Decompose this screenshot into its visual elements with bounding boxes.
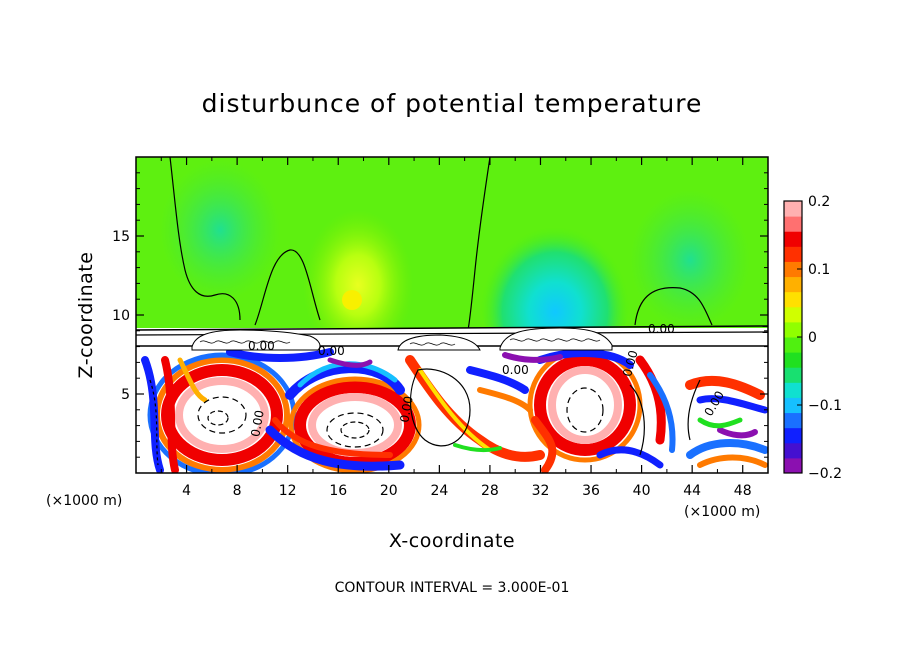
x-tick-label: 4 [182,483,191,499]
colorbar-swatch [784,306,802,323]
colorbar-swatch [784,261,802,278]
contour-label: 0.00 [248,409,266,438]
contour-label: 0.00 [318,344,345,358]
x-tick-label: 28 [481,483,499,499]
y-tick-label: 10 [112,308,130,324]
x-tick-label: 36 [582,483,600,499]
field-cold-left [160,160,280,300]
colorbar-swatch [784,321,802,338]
colorbar-tick-label: 0.1 [808,262,830,278]
y-tick-label: 15 [112,229,130,245]
field-cold-right [630,190,750,330]
x-tick-label: 24 [430,483,448,499]
colorbar-swatch [784,201,802,217]
colorbar-swatch [784,276,802,293]
colorbar-swatch [784,216,802,232]
x-tick-label: 12 [279,483,297,499]
contour-upper-right [634,287,713,326]
y-axis-label: Z-coordinate [75,252,97,379]
colorbar-swatch [784,427,802,444]
colorbar-tick-label: −0.1 [808,398,842,414]
colorbar-swatch [784,337,802,353]
x-axis-unit-right: (×1000 m) [684,504,760,520]
contour-label: 0.00 [648,322,675,336]
colorbar-swatch [784,352,802,368]
eddy-contours [149,368,701,466]
colorbar-swatch [784,382,802,398]
colorbar-swatch [784,367,802,383]
colorbar-ticks: 0.2 0.1 0 −0.1 −0.2 [797,194,842,482]
contour-label: 0.00 [502,363,529,377]
eddy-structures [141,347,768,473]
x-tick-label: 32 [532,483,550,499]
x-tick-label: 40 [633,483,651,499]
colorbar-swatch [784,412,802,429]
colorbar-swatch [784,291,802,308]
colorbar-swatch [784,442,802,459]
x-tick-label: 20 [380,483,398,499]
x-axis-label: X-coordinate [389,530,515,552]
inversion-line-1 [136,325,768,331]
contour-label: 0.00 [397,395,415,424]
colorbar [783,200,803,474]
x-tick-label: 48 [734,483,752,499]
x-tick-label: 44 [683,483,701,499]
colorbar-tick-label: −0.2 [808,466,842,482]
x-axis-unit-left: (×1000 m) [46,493,122,509]
contour-interval-note: CONTOUR INTERVAL = 3.000E-01 [335,580,570,596]
colorbar-swatch [784,246,802,262]
x-axis: 4 8 12 16 20 24 28 32 36 40 44 48 [160,157,752,499]
y-tick-label: 5 [121,387,130,403]
field-warm-core [342,290,362,310]
x-tick-label: 8 [233,483,242,499]
colorbar-tick-label: 0.2 [808,194,830,210]
colorbar-swatch [784,397,802,414]
contour-label: 0.00 [620,349,640,378]
contour-label: 0.00 [248,339,275,353]
plot-area: 0.00 0.00 0.00 0.00 0.00 0.00 0.00 0.00 [136,157,768,473]
contour-upper-left [169,157,321,326]
y-axis: 5 10 15 [112,172,768,458]
colorbar-swatch [784,231,802,247]
chart-title: disturbunce of potential temperature [202,89,703,118]
contour-upper-mid [467,157,491,331]
colorbar-tick-label: 0 [808,330,817,346]
colorbar-swatch [784,457,802,474]
inversion-ripples [199,338,601,346]
field-warm-anomaly [303,210,413,360]
x-tick-label: 16 [329,483,347,499]
